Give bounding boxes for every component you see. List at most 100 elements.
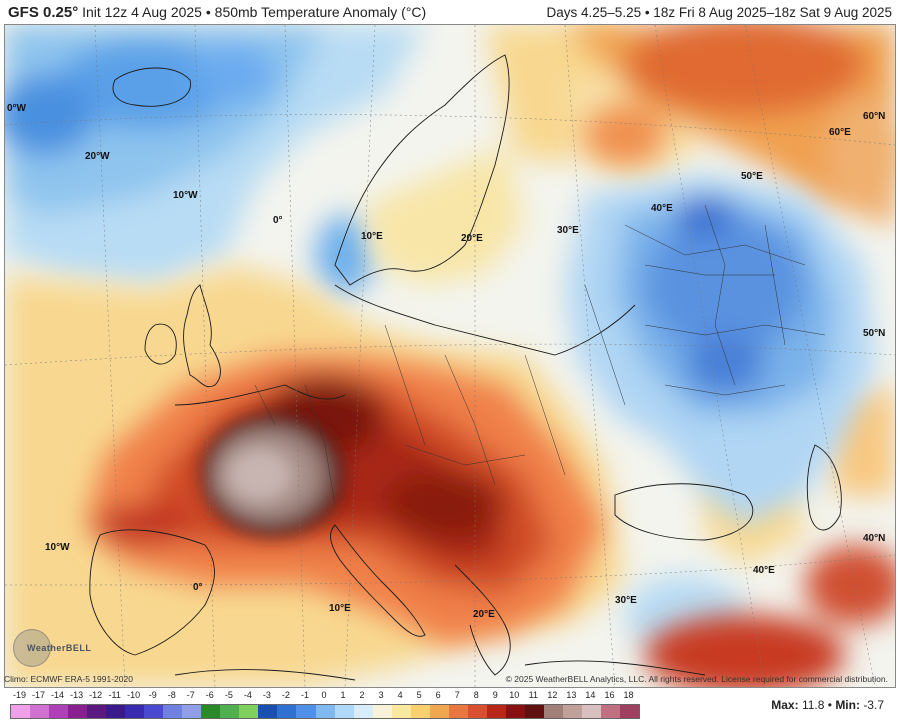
climo-note: Climo: ECMWF ERA-5 1991-2020: [4, 674, 133, 684]
colorbar-tick-labels: -19 -17 -14 -13 -12 -11 -10 -9 -8 -7 -6 -5 -4 -3 -2 -1 0…: [10, 690, 638, 702]
lon-label-50e-north: 50°E: [741, 171, 763, 182]
colorbar-swatch: [106, 705, 126, 718]
stats-separator: •: [827, 698, 832, 712]
colorbar-swatch: [391, 705, 411, 718]
map-footer: Climo: ECMWF ERA-5 1991-2020 © 2025 Weat…: [0, 672, 900, 686]
lat-label-60n: 60°N: [863, 111, 886, 122]
colorbar-swatch: [11, 705, 31, 718]
colorbar-tick-label: 6: [435, 690, 441, 700]
colorbar-swatch: [486, 705, 506, 718]
lon-label-0-north: 0°: [273, 215, 283, 226]
colorbar-tick-label: 11: [528, 690, 538, 700]
colorbar-tick-label: -5: [224, 690, 233, 700]
colorbar-swatch: [315, 705, 335, 718]
colorbar-swatch: [505, 705, 525, 718]
max-label: Max:: [771, 698, 799, 712]
colorbar-swatch: [49, 705, 69, 718]
colorbar-tick-label: -10: [127, 690, 141, 700]
colorbar-swatch: [68, 705, 88, 718]
colorbar-swatch: [30, 705, 50, 718]
colorbar-swatch: [144, 705, 164, 718]
colorbar-tick-label: -9: [148, 690, 157, 700]
colorbar-tick-label: 13: [566, 690, 577, 700]
lon-label-0-south: 0°: [193, 582, 203, 593]
colorbar-swatch: [239, 705, 259, 718]
warm-northeast-region: [565, 25, 895, 225]
copyright-note: © 2025 WeatherBELL Analytics, LLC. All r…: [505, 674, 888, 684]
colorbar-tick-label: 4: [397, 690, 403, 700]
max-min-readout: Max: 11.8 • Min: -3.7: [771, 698, 884, 712]
colorbar-tick-label: -3: [262, 690, 271, 700]
lon-label-0w: 0°W: [7, 103, 26, 114]
colorbar-swatch: [410, 705, 430, 718]
colorbar-tick-label: 2: [359, 690, 365, 700]
lat-label-40n: 40°N: [863, 533, 886, 544]
lon-label-40e-south: 40°E: [753, 565, 775, 576]
graticule: [5, 25, 895, 687]
colorbar: [10, 704, 640, 719]
map-header: GFS 0.25° Init 12z 4 Aug 2025 • 850mb Te…: [0, 0, 900, 24]
colorbar-swatch: [182, 705, 202, 718]
valid-time: Days 4.25–5.25 • 18z Fri 8 Aug 2025–18z …: [546, 5, 892, 20]
hot-central-region: [85, 355, 895, 687]
lon-label-30e-north: 30°E: [557, 225, 579, 236]
lon-label-10e-north: 10°E: [361, 231, 383, 242]
colorbar-swatch: [448, 705, 468, 718]
lon-label-40e-north: 40°E: [651, 203, 673, 214]
lon-label-10w-south: 10°W: [45, 542, 70, 553]
lon-label-10e-south: 10°E: [329, 603, 351, 614]
colorbar-tick-label: 14: [585, 690, 596, 700]
min-label: Min:: [835, 698, 860, 712]
extreme-core: [201, 413, 345, 537]
colorbar-swatch: [467, 705, 487, 718]
colorbar-swatch: [87, 705, 107, 718]
lon-label-20w: 20°W: [85, 151, 110, 162]
colorbar-tick-label: -6: [205, 690, 214, 700]
header-separator: •: [205, 4, 211, 20]
logo-circle: [13, 629, 51, 667]
weatherbell-logo: WeatherBELL: [13, 629, 93, 669]
colorbar-tick-label: -12: [89, 690, 103, 700]
lon-label-20e-south: 20°E: [473, 609, 495, 620]
header-left: GFS 0.25° Init 12z 4 Aug 2025 • 850mb Te…: [8, 4, 426, 21]
colorbar-swatch: [296, 705, 316, 718]
colorbar-tick-label: 8: [473, 690, 479, 700]
colorbar-swatch: [163, 705, 183, 718]
colorbar-swatch: [600, 705, 620, 718]
product-name: 850mb Temperature Anomaly (°C): [214, 4, 427, 20]
colorbar-swatch: [353, 705, 373, 718]
map-canvas[interactable]: 0°W 20°W 10°W 0° 10°E 20°E 30°E 40°E 50°…: [4, 24, 896, 688]
colorbar-tick-label: 0: [321, 690, 327, 700]
lat-label-50n: 50°N: [863, 328, 886, 339]
colorbar-tick-label: -7: [186, 690, 195, 700]
colorbar-swatch: [125, 705, 145, 718]
model-name: GFS 0.25: [8, 4, 73, 21]
colorbar-tick-label: -11: [108, 690, 121, 700]
degree-mark: °: [72, 4, 79, 21]
colorbar-tick-label: 3: [378, 690, 384, 700]
min-value: -3.7: [863, 698, 884, 712]
max-value: 11.8: [801, 698, 825, 712]
init-time: Init 12z 4 Aug 2025: [82, 4, 202, 20]
colorbar-tick-label: -13: [70, 690, 84, 700]
colorbar-swatch: [581, 705, 601, 718]
colorbar-tick-label: -4: [243, 690, 252, 700]
colorbar-swatch: [220, 705, 240, 718]
colorbar-swatch: [524, 705, 544, 718]
colorbar-tick-label: -8: [167, 690, 176, 700]
colorbar-tick-label: 10: [509, 690, 520, 700]
colorbar-swatch: [277, 705, 297, 718]
lon-label-10w-north: 10°W: [173, 190, 198, 201]
colorbar-swatch: [334, 705, 354, 718]
colorbar-tick-label: -19: [12, 690, 27, 700]
colorbar-swatch: [620, 705, 640, 718]
lon-label-60e: 60°E: [829, 127, 851, 138]
logo-text: WeatherBELL: [27, 643, 92, 653]
colorbar-tick-label: 18: [623, 690, 634, 700]
colorbar-swatch: [543, 705, 563, 718]
colorbar-swatch: [201, 705, 221, 718]
lon-label-20e-north: 20°E: [461, 233, 483, 244]
lon-label-30e-south: 30°E: [615, 595, 637, 606]
coastlines: [89, 54, 842, 681]
colorbar-tick-label: 9: [492, 690, 498, 700]
